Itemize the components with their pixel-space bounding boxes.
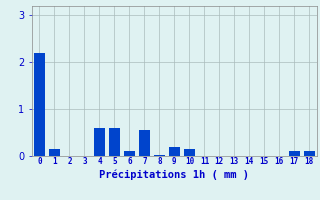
Bar [49,149,60,156]
Bar [169,147,180,156]
Bar [124,151,135,156]
Bar [139,130,150,156]
Bar [184,149,195,156]
Bar [109,128,120,156]
Bar [304,151,315,156]
Bar [154,155,165,156]
Bar [34,53,45,156]
X-axis label: Précipitations 1h ( mm ): Précipitations 1h ( mm ) [100,169,249,180]
Bar [94,128,105,156]
Bar [289,151,300,156]
